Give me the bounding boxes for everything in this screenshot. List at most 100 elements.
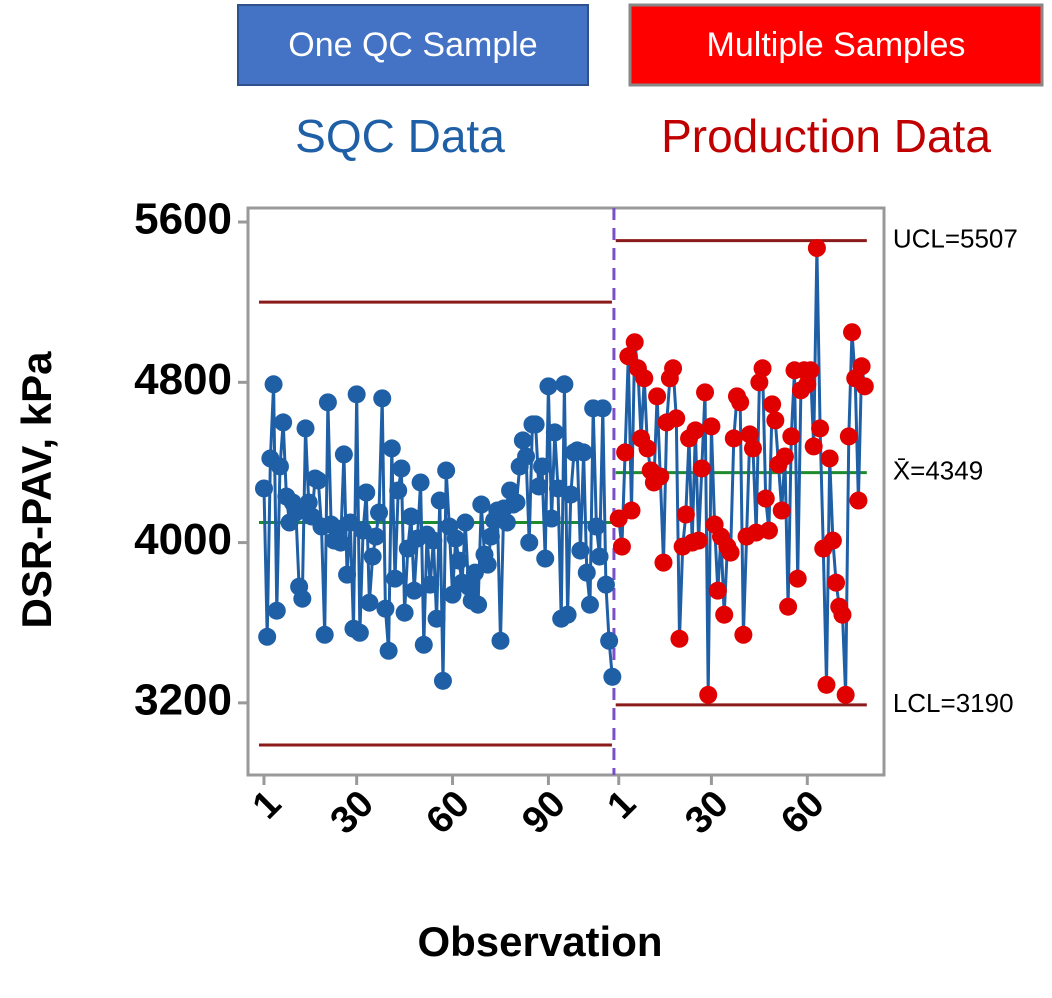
data-point (676, 505, 695, 524)
data-point (395, 603, 414, 622)
data-point (798, 375, 817, 394)
data-point (788, 569, 807, 588)
data-point (376, 599, 395, 618)
data-point (820, 449, 839, 468)
data-point (590, 547, 609, 566)
y-tick-label: 3200 (134, 675, 232, 724)
data-point (696, 383, 715, 402)
data-point (593, 399, 612, 418)
data-point (708, 581, 727, 600)
data-point (740, 425, 759, 444)
data-point (379, 641, 398, 660)
data-point (382, 439, 401, 458)
data-point (699, 685, 718, 704)
x-axis-label: Observation (417, 918, 662, 965)
data-point (430, 491, 449, 510)
x-tick-label: 1 (245, 783, 290, 828)
data-point (507, 493, 526, 512)
data-point (686, 421, 705, 440)
data-point (766, 411, 785, 430)
data-point (667, 409, 686, 428)
data-point (411, 473, 430, 492)
data-point (414, 635, 433, 654)
data-point (692, 459, 711, 478)
data-point (309, 471, 328, 490)
data-point (267, 601, 286, 620)
data-point (702, 417, 721, 436)
phase-label: Multiple Samples (707, 26, 966, 64)
y-axis-label: DSR-PAV, kPa (13, 351, 60, 629)
data-point (469, 595, 488, 614)
x-tick-label: 1 (600, 783, 645, 828)
data-point (651, 467, 670, 486)
data-point (533, 457, 552, 476)
data-point (827, 573, 846, 592)
data-point (517, 447, 536, 466)
data-point (366, 527, 385, 546)
data-point (721, 543, 740, 562)
data-point (421, 575, 440, 594)
data-point (513, 431, 532, 450)
data-point (759, 521, 778, 540)
data-point (619, 347, 638, 366)
data-point (782, 427, 801, 446)
data-point (689, 531, 708, 550)
data-point (600, 631, 619, 650)
data-point (638, 439, 657, 458)
data-point (401, 507, 420, 526)
data-point (318, 393, 337, 412)
data-point (433, 671, 452, 690)
data-point (254, 479, 273, 498)
data-point (350, 623, 369, 642)
data-point (405, 581, 424, 600)
data-point (270, 457, 289, 476)
data-point (779, 597, 798, 616)
data-point (370, 503, 389, 522)
data-point (775, 447, 794, 466)
data-point (574, 443, 593, 462)
x-tick-label: 30 (677, 783, 737, 843)
data-point (664, 359, 683, 378)
data-point (424, 531, 443, 550)
data-point (625, 333, 644, 352)
data-point (347, 385, 366, 404)
data-point (843, 323, 862, 342)
phase-title: Production Data (661, 110, 991, 162)
phase-label: One QC Sample (288, 26, 537, 64)
center-label: X̄=4349 (893, 456, 983, 486)
ucl-label: UCL=5507 (893, 224, 1018, 254)
data-point (833, 605, 852, 624)
data-line (617, 248, 867, 695)
data-point (635, 369, 654, 388)
data-point (555, 375, 574, 394)
data-point (331, 533, 350, 552)
x-tick-label: 60 (418, 783, 478, 843)
data-point (299, 493, 318, 512)
data-point (456, 513, 475, 532)
data-point (804, 437, 823, 456)
data-point (536, 549, 555, 568)
data-point (561, 485, 580, 504)
data-point (734, 625, 753, 644)
data-point (571, 541, 590, 560)
data-point (526, 415, 545, 434)
x-tick-label: 30 (323, 783, 383, 843)
data-point (772, 501, 791, 520)
data-point (529, 477, 548, 496)
data-point (715, 605, 734, 624)
data-point (756, 489, 775, 508)
data-point (823, 531, 842, 550)
phase-label-box (237, 4, 589, 86)
data-point (357, 483, 376, 502)
data-point (539, 377, 558, 396)
data-point (622, 501, 641, 520)
data-point (836, 685, 855, 704)
data-point (580, 595, 599, 614)
data-point (520, 533, 539, 552)
data-point (558, 605, 577, 624)
data-point (654, 553, 673, 572)
data-point (724, 429, 743, 448)
data-point (577, 563, 596, 582)
data-point (849, 491, 868, 510)
